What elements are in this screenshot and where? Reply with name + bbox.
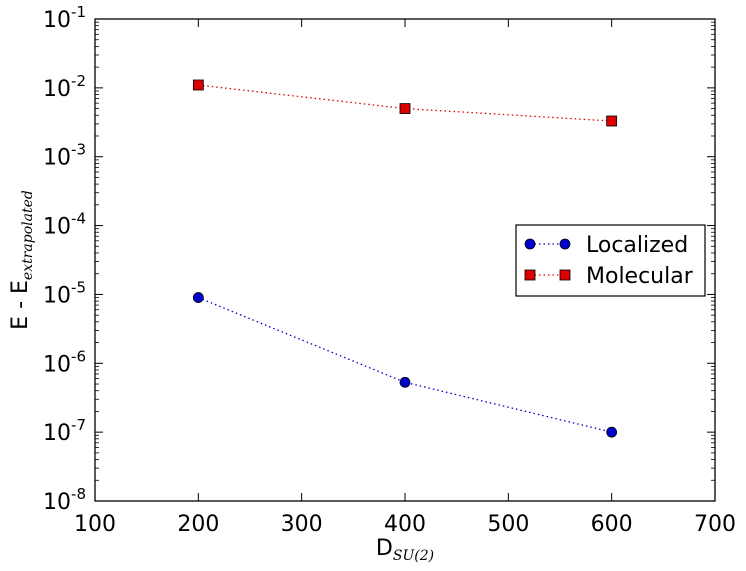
- y-tick-label: 10-1: [43, 3, 86, 33]
- legend-box: [515, 224, 706, 297]
- legend-marker-molecular: [524, 269, 536, 281]
- x-tick-label: 400: [384, 512, 426, 537]
- legend-marker-localized: [524, 238, 536, 250]
- legend-marker-localized: [559, 238, 571, 250]
- data-point-molecular: [399, 103, 411, 114]
- legend: Localized Molecular: [515, 224, 706, 297]
- legend-label-molecular: Molecular: [586, 264, 694, 289]
- x-tick-label: 200: [177, 512, 219, 537]
- y-tick-label: 10-7: [43, 416, 86, 446]
- data-point-molecular: [192, 79, 204, 91]
- data-point-molecular: [606, 115, 618, 127]
- y-tick-label: 10-6: [43, 347, 86, 377]
- x-tick-label: 700: [694, 512, 736, 537]
- data-point-localized: [192, 292, 204, 303]
- series-line-localized: [198, 296, 612, 433]
- data-point-localized: [399, 376, 411, 388]
- x-tick-label: 100: [74, 512, 116, 537]
- x-tick-label: 300: [281, 512, 323, 537]
- y-tick-label: 10-5: [43, 278, 86, 308]
- x-tick-label: 500: [487, 512, 529, 537]
- legend-label-localized: Localized: [586, 233, 688, 258]
- legend-marker-molecular: [559, 269, 571, 281]
- y-tick-label: 10-8: [43, 485, 86, 515]
- y-tick-label: 10-3: [43, 141, 86, 171]
- x-axis-label: DSU(2): [376, 536, 434, 564]
- y-tick-label: 10-4: [43, 210, 86, 240]
- data-point-localized: [606, 426, 618, 438]
- y-axis-label: E - Eextrapolated: [8, 190, 36, 330]
- y-tick-label: 10-2: [43, 72, 86, 102]
- x-tick-label: 600: [591, 512, 633, 537]
